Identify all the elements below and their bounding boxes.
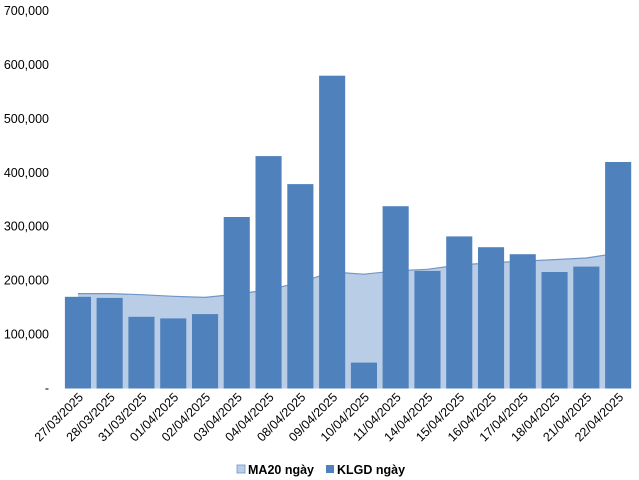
bar-15/04/2025: [446, 236, 473, 389]
bar-31/03/2025: [128, 316, 155, 389]
bar-04/04/2025: [255, 156, 282, 389]
bar-11/04/2025: [382, 206, 409, 389]
bar-08/04/2025: [287, 184, 314, 389]
bar-27/03/2025: [64, 296, 91, 389]
bar-03/04/2025: [223, 217, 250, 389]
legend-label-klgd: KLGD ngày: [337, 463, 405, 477]
y-tick-label: 400,000: [4, 166, 49, 180]
y-tick-label: -: [45, 382, 49, 396]
y-tick-label: 300,000: [4, 220, 49, 234]
bar-18/04/2025: [541, 272, 568, 389]
x-axis-labels: 27/03/202528/03/202531/03/202501/04/2025…: [32, 390, 626, 444]
bar-14/04/2025: [414, 270, 441, 389]
legend-label-ma20: MA20 ngày: [248, 463, 314, 477]
bar-01/04/2025: [160, 318, 187, 389]
bar-28/03/2025: [96, 297, 123, 389]
bar-17/04/2025: [509, 254, 536, 389]
legend-swatch-ma20: [236, 464, 246, 474]
bar-21/04/2025: [573, 266, 600, 389]
y-tick-label: 600,000: [4, 58, 49, 72]
volume-bars: [64, 75, 632, 389]
y-tick-label: 500,000: [4, 112, 49, 126]
legend: MA20 ngày KLGD ngày: [236, 463, 405, 477]
bar-10/04/2025: [350, 362, 377, 389]
y-tick-label: 700,000: [4, 4, 49, 18]
y-tick-label: 200,000: [4, 274, 49, 288]
y-axis-labels: - 100,000 200,000 300,000 400,000 500,000 600,…: [4, 4, 49, 396]
bar-22/04/2025: [605, 162, 632, 389]
legend-swatch-klgd: [326, 465, 334, 473]
y-tick-label: 100,000: [4, 328, 49, 342]
bar-16/04/2025: [478, 247, 505, 389]
bar-09/04/2025: [319, 75, 346, 389]
plot-area: [64, 75, 632, 389]
bar-02/04/2025: [192, 314, 219, 389]
